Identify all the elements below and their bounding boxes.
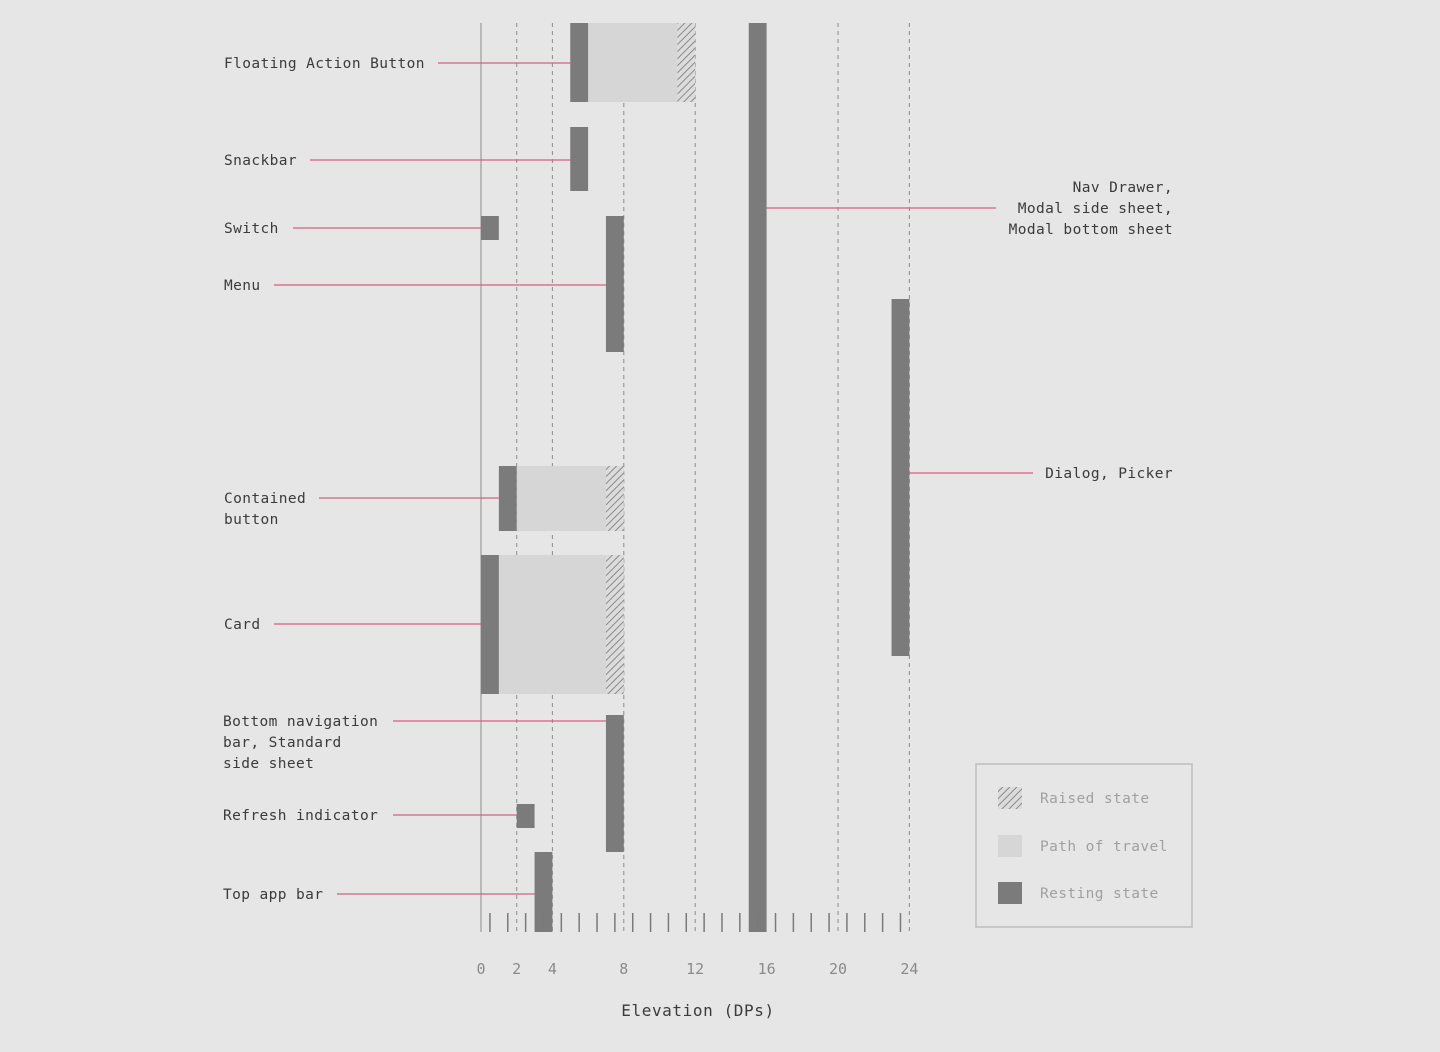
tick-label-12: 12 — [686, 960, 704, 978]
tick-label-16: 16 — [758, 960, 776, 978]
label-line: Snackbar — [224, 153, 297, 169]
path-of-travel-bar — [588, 23, 678, 102]
resting-state-bar — [534, 852, 553, 932]
tick-label-24: 24 — [900, 960, 918, 978]
component-label: Nav Drawer, Modal side sheet, Modal bottom… — [1009, 180, 1173, 238]
label-line: Contained — [224, 491, 306, 507]
tick-label-2: 2 — [512, 960, 521, 978]
tick-label-20: 20 — [829, 960, 847, 978]
legend: Raised state Path of travel Resting state — [975, 763, 1193, 928]
label-line: Switch — [224, 221, 279, 237]
label-line: Dialog, Picker — [1045, 466, 1173, 482]
legend-swatch-path — [998, 835, 1022, 857]
component-label: Refresh indicator — [223, 808, 378, 824]
resting-state-bar — [605, 216, 624, 352]
label-line: Modal bottom sheet — [1009, 222, 1173, 238]
tick-label-8: 8 — [619, 960, 628, 978]
path-of-travel-bar — [516, 466, 606, 531]
x-axis-tick-labels: 0 2 4 8 12 16 20 24 — [476, 960, 918, 978]
label-line: Modal side sheet, — [1018, 201, 1173, 217]
component-label: Snackbar — [224, 153, 297, 169]
resting-bars — [481, 23, 910, 932]
legend-label: Raised state — [1040, 791, 1150, 807]
label-line: Menu — [224, 278, 261, 294]
gridlines — [480, 23, 910, 932]
component-label: Switch — [224, 221, 279, 237]
component-label: Dialog, Picker — [1045, 466, 1173, 482]
label-line: side sheet — [223, 756, 314, 772]
resting-state-bar — [605, 715, 624, 852]
label-line: Card — [224, 617, 261, 633]
component-labels: Floating Action Button Snackbar Switch Menu… — [223, 56, 1173, 903]
label-line: Floating Action Button — [224, 56, 425, 72]
component-label: Card — [224, 617, 261, 633]
component-label: Menu — [224, 278, 261, 294]
x-axis-ticks — [489, 913, 902, 932]
resting-state-bar — [570, 23, 589, 102]
component-label: Contained button — [224, 491, 306, 528]
path-of-travel-bar — [498, 555, 606, 694]
resting-state-bar — [516, 804, 535, 828]
path-bars — [498, 23, 696, 694]
tick-label-0: 0 — [476, 960, 485, 978]
raised-state-bar — [605, 466, 624, 531]
resting-state-bar — [891, 299, 910, 656]
tick-label-4: 4 — [548, 960, 557, 978]
resting-state-bar — [481, 216, 499, 240]
label-line: Refresh indicator — [223, 808, 378, 824]
label-line: Bottom navigation — [223, 714, 378, 730]
legend-swatch-hatch — [998, 787, 1022, 809]
resting-state-bar — [748, 23, 767, 932]
resting-state-bar — [498, 466, 517, 531]
legend-label: Path of travel — [1040, 839, 1168, 855]
x-axis-title: Elevation (DPs) — [621, 1001, 775, 1020]
label-line: Nav Drawer, — [1073, 180, 1173, 196]
leader-lines — [274, 62, 1033, 895]
label-line: Top app bar — [223, 887, 323, 903]
legend-label: Resting state — [1040, 886, 1159, 902]
resting-state-bar — [481, 555, 499, 694]
component-label: Bottom navigation bar, Standard side sheet — [223, 714, 378, 772]
component-label: Floating Action Button — [224, 56, 425, 72]
component-label: Top app bar — [223, 887, 323, 903]
label-line: bar, Standard — [223, 735, 342, 751]
legend-swatch-resting — [998, 882, 1022, 904]
raised-state-bar — [605, 555, 624, 694]
label-line: button — [224, 512, 279, 528]
resting-state-bar — [570, 127, 589, 191]
raised-state-bar — [677, 23, 696, 102]
